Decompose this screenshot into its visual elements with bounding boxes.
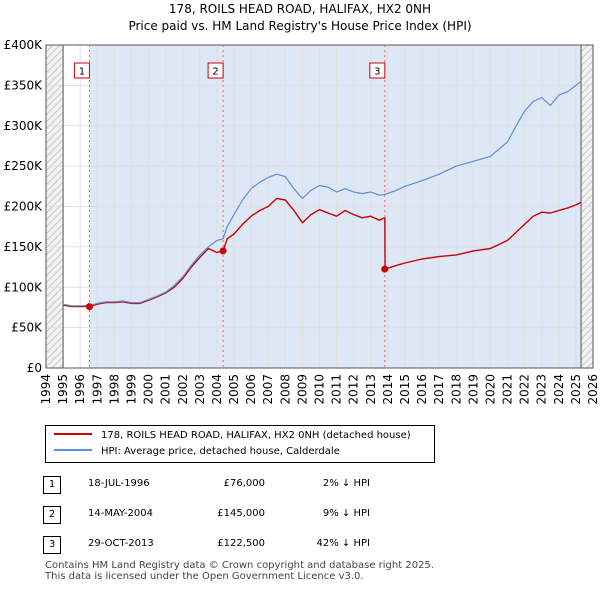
sale-hpi-diff: 2% ↓ HPI bbox=[322, 478, 370, 489]
sale-number-box bbox=[207, 62, 224, 79]
y-tick-label: £300K bbox=[4, 119, 44, 133]
sale-number: 3 bbox=[43, 536, 61, 554]
x-tick-label: 2018 bbox=[449, 374, 463, 405]
legend-label-hpi: HPI: Average price, detached house, Cald… bbox=[101, 446, 340, 457]
x-tick-label: 1996 bbox=[73, 374, 87, 405]
x-tick-label: 2025 bbox=[569, 374, 583, 405]
sale-number-label: 1 bbox=[79, 67, 85, 78]
sale-point bbox=[85, 303, 93, 311]
x-tick-label: 2023 bbox=[535, 374, 549, 405]
y-tick-label: £200K bbox=[4, 200, 44, 214]
sale-date: 29-OCT-2013 bbox=[88, 538, 154, 549]
sale-date-lines bbox=[88, 45, 386, 368]
x-tick-label: 2021 bbox=[501, 374, 515, 405]
sale-date: 14-MAY-2004 bbox=[88, 508, 154, 519]
x-tick-label: 1998 bbox=[107, 374, 121, 405]
sale-point bbox=[219, 247, 227, 255]
hatch-line bbox=[530, 45, 593, 368]
axes: £0 £50K £100K £150K £200K £250K £300K £350K £400… bbox=[4, 38, 600, 405]
sale-markers: 1 2 3 bbox=[73, 62, 389, 311]
chart-title: 178, ROILS HEAD ROAD, HALIFAX, HX2 0NH bbox=[169, 2, 431, 16]
legend-label-property: 178, ROILS HEAD ROAD, HALIFAX, HX2 0NH (… bbox=[101, 430, 411, 441]
x-tick-label: 1995 bbox=[56, 374, 70, 405]
y-tick-label: £400K bbox=[4, 38, 44, 52]
x-tick-label: 2013 bbox=[364, 374, 378, 405]
plot-frame bbox=[45, 44, 594, 369]
sale-row: 3 29-OCT-2013 £122,500 42% ↓ HPI bbox=[0, 536, 600, 556]
x-tick-label: 2014 bbox=[381, 374, 395, 405]
hatch-line bbox=[594, 45, 600, 368]
x-tick-label: 1999 bbox=[124, 374, 138, 405]
y-tick-label: £250K bbox=[4, 159, 44, 173]
sale-price: £122,500 bbox=[217, 538, 265, 549]
sale-number-label: 3 bbox=[374, 67, 380, 78]
sale-hpi-diff: 9% ↓ HPI bbox=[322, 508, 370, 519]
footer-licence: This data is licensed under the Open Gov… bbox=[45, 571, 364, 582]
hatch-line bbox=[46, 45, 103, 368]
sale-number: 1 bbox=[43, 476, 61, 494]
sale-date: 18-JUL-1996 bbox=[88, 478, 150, 489]
hpi-line bbox=[62, 80, 582, 307]
sale-number-box bbox=[73, 62, 90, 79]
x-tick-label: 2003 bbox=[193, 374, 207, 405]
x-tick-label: 2024 bbox=[552, 374, 566, 405]
sale-number: 2 bbox=[43, 506, 61, 524]
x-tick-label: 2012 bbox=[347, 374, 361, 405]
x-tick-label: 2015 bbox=[398, 374, 412, 405]
x-tick-label: 2010 bbox=[313, 374, 327, 405]
x-tick-label: 2008 bbox=[278, 374, 292, 405]
y-tick-label: £0 bbox=[27, 361, 42, 375]
x-tick-label: 2000 bbox=[142, 374, 156, 405]
y-tick-label: £150K bbox=[4, 240, 44, 254]
footer: Contains HM Land Registry data © Crown c… bbox=[45, 560, 434, 582]
sale-number-label: 2 bbox=[212, 67, 218, 78]
x-tick-label: 1997 bbox=[90, 374, 104, 405]
legend-swatch-hpi bbox=[54, 449, 92, 451]
sale-price: £145,000 bbox=[217, 508, 265, 519]
x-tick-label: 2020 bbox=[483, 374, 497, 405]
x-tick-label: 2001 bbox=[159, 374, 173, 405]
x-tick-label: 2002 bbox=[176, 374, 190, 405]
sale-row: 1 18-JUL-1996 £76,000 2% ↓ HPI bbox=[0, 476, 600, 496]
price-chart: 178, ROILS HEAD ROAD, HALIFAX, HX2 0NH P… bbox=[4, 2, 600, 405]
x-tick-label: 2017 bbox=[432, 374, 446, 405]
sale-number-box bbox=[369, 62, 386, 79]
legend: 178, ROILS HEAD ROAD, HALIFAX, HX2 0NH (… bbox=[45, 425, 435, 463]
hatch-line bbox=[46, 45, 110, 368]
x-tick-label: 2009 bbox=[295, 374, 309, 405]
x-tick-label: 2016 bbox=[415, 374, 429, 405]
series-lines bbox=[62, 80, 582, 308]
x-tick-label: 2005 bbox=[227, 374, 241, 405]
footer-copyright: Contains HM Land Registry data © Crown c… bbox=[45, 560, 434, 571]
sale-hpi-diff: 42% ↓ HPI bbox=[316, 538, 370, 549]
property-price-line bbox=[62, 197, 582, 308]
legend-item-hpi: HPI: Average price, detached house, Cald… bbox=[54, 444, 340, 460]
legend-item-property: 178, ROILS HEAD ROAD, HALIFAX, HX2 0NH (… bbox=[54, 428, 411, 444]
x-tick-label: 2022 bbox=[518, 374, 532, 405]
x-tick-label: 2019 bbox=[466, 374, 480, 405]
x-tick-label: 2006 bbox=[244, 374, 258, 405]
x-tick-label: 2011 bbox=[330, 374, 344, 405]
hatch-line bbox=[46, 45, 117, 368]
x-tick-label: 1994 bbox=[39, 374, 53, 405]
x-tick-label: 2007 bbox=[261, 374, 275, 405]
sale-price: £76,000 bbox=[223, 478, 265, 489]
y-tick-label: £50K bbox=[11, 321, 43, 335]
sale-point bbox=[381, 265, 389, 273]
legend-swatch-property bbox=[54, 433, 92, 435]
hatch-line bbox=[537, 45, 593, 368]
x-tick-label: 2004 bbox=[210, 374, 224, 405]
y-tick-label: £350K bbox=[4, 78, 44, 92]
chart-subtitle: Price paid vs. HM Land Registry's House … bbox=[128, 19, 471, 33]
x-tick-label: 2026 bbox=[586, 374, 600, 405]
y-tick-label: £100K bbox=[4, 280, 44, 294]
sale-row: 2 14-MAY-2004 £145,000 9% ↓ HPI bbox=[0, 506, 600, 526]
